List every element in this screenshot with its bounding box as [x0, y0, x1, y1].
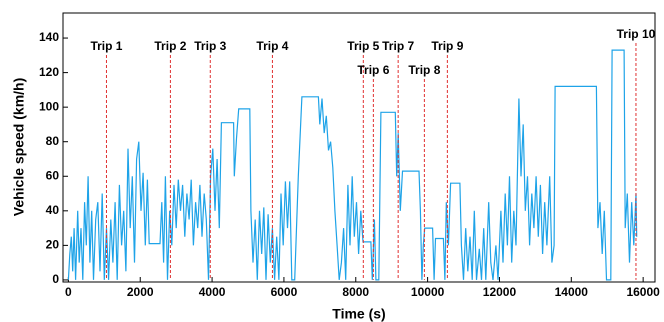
trip-label: Trip 2 — [154, 39, 186, 53]
trip-label: Trip 4 — [256, 39, 288, 53]
x-tick-label: 0 — [65, 285, 72, 299]
y-axis-title: Vehicle speed (km/h) — [11, 78, 27, 217]
y-tick-label: 60 — [46, 168, 60, 182]
y-tick-label: 20 — [46, 238, 60, 252]
plot-frame — [62, 12, 656, 283]
trip-label: Trip 6 — [357, 63, 389, 77]
y-tick-label: 0 — [52, 272, 59, 286]
trip-label: Trip 1 — [90, 39, 122, 53]
y-tick-label: 140 — [39, 30, 59, 44]
trip-label: Trip 5 — [347, 39, 379, 53]
y-tick-label: 100 — [39, 99, 59, 113]
trip-label: Trip 9 — [431, 39, 463, 53]
trip-label: Trip 10 — [617, 27, 656, 41]
trip-label: Trip 8 — [408, 63, 440, 77]
x-tick-label: 14000 — [555, 285, 589, 299]
trip-label: Trip 3 — [194, 39, 226, 53]
x-tick-label: 2000 — [127, 285, 154, 299]
x-tick-label: 10000 — [411, 285, 445, 299]
x-tick-label: 12000 — [483, 285, 517, 299]
speed-line — [67, 49, 638, 281]
y-tick-label: 40 — [46, 203, 60, 217]
x-tick-label: 6000 — [271, 285, 298, 299]
x-tick-label: 16000 — [626, 285, 660, 299]
y-tick-label: 80 — [46, 134, 60, 148]
y-tick-label: 120 — [39, 65, 59, 79]
trip-label: Trip 7 — [382, 39, 414, 53]
x-axis-title: Time (s) — [332, 306, 385, 322]
x-tick-label: 4000 — [199, 285, 226, 299]
x-tick-label: 8000 — [342, 285, 369, 299]
